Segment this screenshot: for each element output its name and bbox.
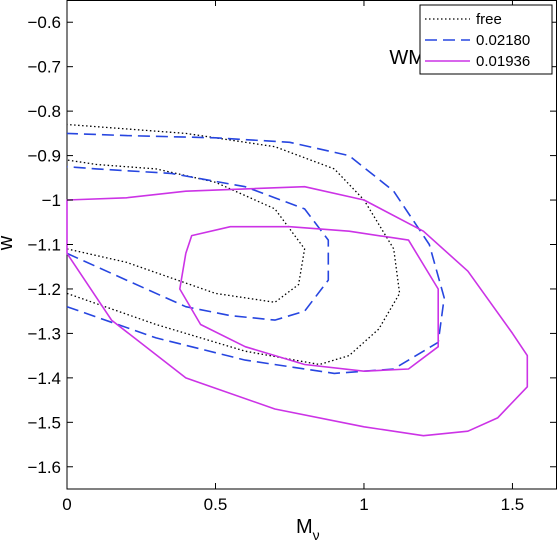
series-1-contour-2 xyxy=(66,123,401,366)
y-tick-label: −1.5 xyxy=(27,413,61,432)
x-axis-label: Mν xyxy=(296,516,320,543)
legend-box xyxy=(419,4,553,75)
x-tick-label: 0 xyxy=(62,495,71,514)
y-axis-label: w xyxy=(0,235,17,251)
y-tick-label: −1.4 xyxy=(27,369,61,388)
series-2-contour-1 xyxy=(66,165,330,321)
legend: free 0.02180 0.01936 xyxy=(419,4,553,75)
legend-label-2: 0.02180 xyxy=(476,32,530,49)
series-3-contour-1 xyxy=(179,225,440,373)
x-axis-label-main: M xyxy=(296,516,313,538)
series-3-contour-2 xyxy=(66,185,529,437)
y-tick-label: −1 xyxy=(42,191,61,210)
y-tick-label: −0.8 xyxy=(27,102,61,121)
x-axis-label-subscript: ν xyxy=(313,527,320,543)
y-tick-label: −1.1 xyxy=(27,236,61,255)
y-tick-label: −0.6 xyxy=(27,13,61,32)
y-tick-label: −0.9 xyxy=(27,147,61,166)
x-tick-label: 0.5 xyxy=(204,495,228,514)
y-tick-label: −1.6 xyxy=(27,458,61,477)
legend-label-3: 0.01936 xyxy=(476,53,530,70)
legend-label-1: free xyxy=(476,11,502,28)
y-tick-label: −1.2 xyxy=(27,280,61,299)
y-tick-label: −1.3 xyxy=(27,324,61,343)
x-tick-label: 1.5 xyxy=(501,495,525,514)
axis-ticks: 0 0.5 1 1.5 −0.6 −0.7 −0.8 −0.9 −1 −1.1 −1.2 −1.3 −1… xyxy=(27,0,556,514)
x-tick-label: 1 xyxy=(359,495,368,514)
series-2-contour-2 xyxy=(66,132,446,375)
y-tick-label: −0.7 xyxy=(27,58,61,77)
series-1-contour-1 xyxy=(66,159,306,303)
contour-lines xyxy=(66,123,529,437)
